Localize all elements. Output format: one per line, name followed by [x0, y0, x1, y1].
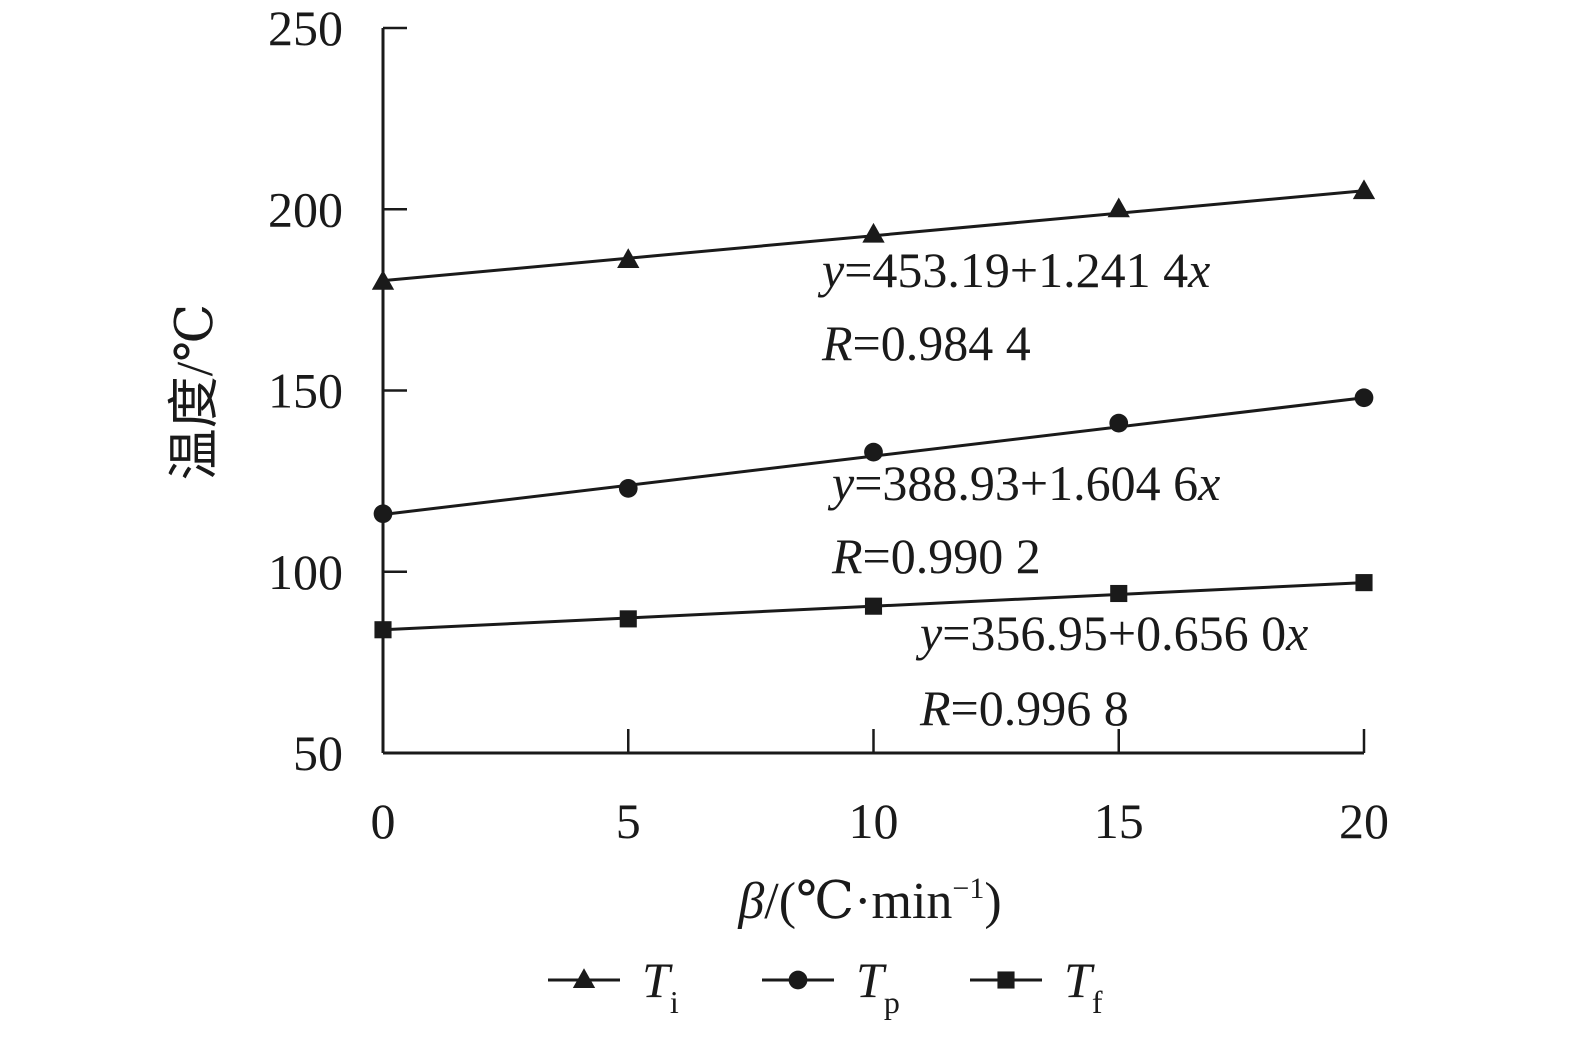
data-point-square	[619, 610, 637, 628]
y-tick-label: 200	[268, 181, 343, 237]
axes: 50 100 150 200 250 0 5 10 15 20 温度/℃ β/(℃·min−1)	[167, 0, 1389, 930]
data-point-circle	[864, 442, 883, 462]
data-point-circle	[618, 479, 638, 498]
x-tick-label: 15	[1094, 793, 1144, 849]
data-point-triangle	[617, 248, 640, 268]
x-tick-label: 0	[371, 793, 396, 849]
data-point-circle	[373, 504, 393, 524]
data-point-triangle	[1352, 179, 1376, 200]
x-tick-label: 10	[849, 793, 899, 849]
data-point-square	[374, 621, 392, 639]
data-point-square	[864, 597, 883, 615]
data-point-square	[1110, 584, 1128, 603]
legend-label-square: Tf	[1064, 952, 1103, 1020]
data-point-circle	[1109, 413, 1129, 433]
r-value-label-square: R=0.996 8	[919, 680, 1129, 736]
data-markers	[371, 179, 1376, 639]
x-tick-label: 5	[616, 793, 641, 849]
equation-label-square: y=356.95+0.656 0x	[915, 605, 1308, 661]
data-point-triangle	[371, 270, 395, 290]
data-point-circle	[1354, 388, 1374, 408]
y-tick-label: 50	[293, 725, 343, 781]
y-tick-label: 250	[268, 0, 343, 56]
equation-label-triangle: y=453.19+1.241 4x	[817, 242, 1210, 298]
legend: Ti Tp Tf	[548, 952, 1103, 1020]
data-point-triangle	[862, 222, 885, 243]
x-axis-title: β/(℃·min−1)	[737, 872, 1001, 930]
legend-label-triangle: Ti	[642, 952, 679, 1020]
equation-label-circle: y=388.93+1.604 6x	[827, 455, 1220, 511]
y-axis-title: 温度/℃	[167, 304, 224, 481]
data-point-square	[1355, 574, 1373, 592]
legend-marker-square	[997, 971, 1015, 989]
legend-marker-circle	[788, 970, 808, 990]
data-point-triangle	[1107, 197, 1130, 218]
x-tick-label: 20	[1339, 793, 1389, 849]
y-tick-label: 150	[268, 363, 343, 419]
y-tick-label: 100	[268, 544, 343, 600]
r-value-label-triangle: R=0.984 4	[821, 315, 1031, 371]
legend-marker-triangle	[572, 968, 596, 988]
r-value-label-circle: R=0.990 2	[831, 528, 1041, 584]
annotations: y=453.19+1.241 4x R=0.984 4 y=388.93+1.604…	[817, 242, 1308, 736]
legend-label-circle: Tp	[856, 952, 900, 1020]
